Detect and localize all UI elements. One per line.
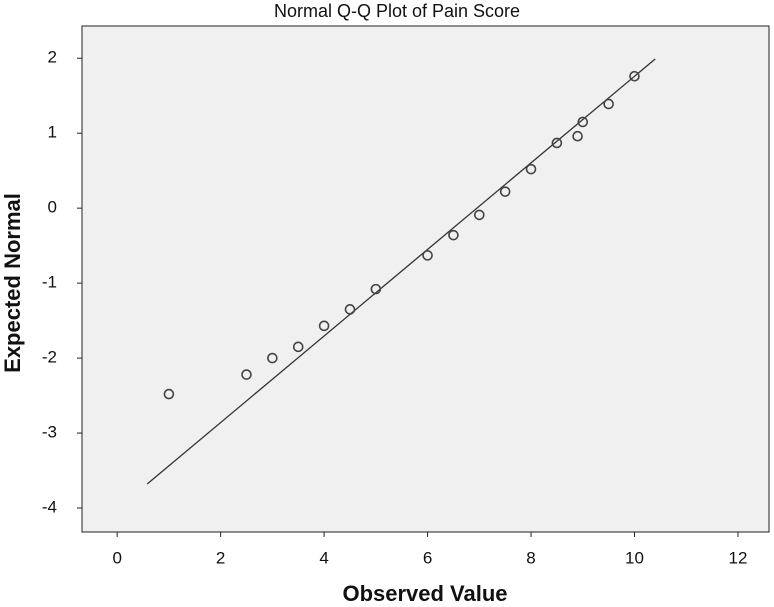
y-tick-label: -3: [42, 423, 57, 442]
point: [292, 341, 304, 353]
y-tick-label: 2: [48, 48, 57, 67]
x-tick-label: 8: [526, 548, 535, 567]
point: [422, 250, 433, 261]
y-tick-label: -4: [42, 497, 57, 516]
x-tick-label: 10: [625, 548, 644, 567]
point: [474, 209, 485, 221]
point: [577, 116, 589, 128]
y-tick-label: -2: [42, 348, 57, 367]
y-tick-label: 1: [48, 123, 57, 142]
point: [499, 186, 511, 197]
reference-line: [146, 58, 656, 485]
point: [344, 304, 356, 315]
plot-area: [81, 25, 770, 533]
point: [267, 352, 278, 364]
chart-title: Normal Q-Q Plot of Pain Score: [274, 1, 520, 21]
x-tick-label: 0: [112, 548, 121, 567]
point: [241, 369, 252, 380]
x-tick-label: 4: [319, 548, 328, 567]
point: [163, 388, 175, 400]
x-axis-label: Observed Value: [342, 581, 507, 606]
point: [318, 320, 330, 332]
y-axis-label: Expected Normal: [0, 193, 25, 373]
point: [572, 130, 583, 142]
point: [551, 137, 563, 149]
x-tick-label: 2: [216, 548, 225, 567]
point: [629, 70, 640, 82]
x-tick-label: 6: [423, 548, 432, 567]
point: [603, 98, 614, 110]
point: [525, 163, 537, 175]
point: [370, 283, 382, 295]
y-tick-label: -1: [42, 273, 57, 292]
x-tick-label: 12: [728, 548, 747, 567]
y-tick-label: 0: [48, 198, 57, 217]
point: [448, 229, 459, 241]
